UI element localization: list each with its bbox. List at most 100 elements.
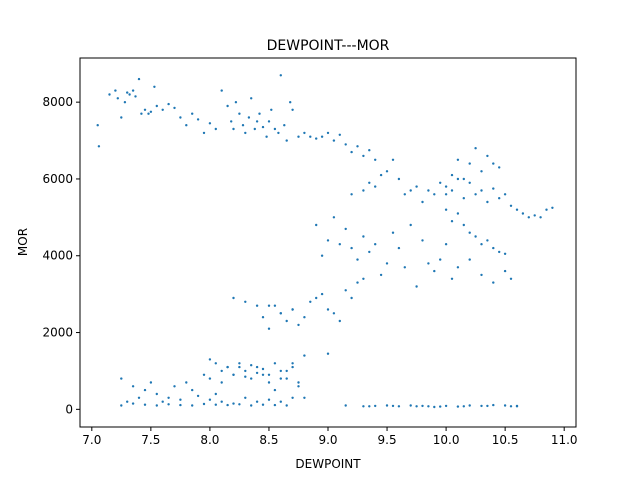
data-point [255, 365, 259, 369]
data-point [315, 223, 318, 227]
data-point [427, 189, 430, 192]
data-point [285, 319, 288, 323]
data-point [140, 112, 143, 115]
data-point [326, 131, 330, 135]
data-point [267, 327, 271, 330]
data-point [533, 214, 536, 217]
data-point [450, 277, 454, 280]
data-point [179, 403, 182, 407]
data-point [232, 373, 235, 376]
data-point [492, 281, 495, 284]
data-point [108, 93, 111, 96]
data-point [232, 296, 235, 300]
data-point [486, 154, 489, 158]
data-point [450, 220, 454, 223]
chart-title: DEWPOINT---MOR [267, 38, 390, 54]
data-point [356, 258, 359, 261]
data-point [250, 404, 253, 407]
data-point [155, 404, 158, 407]
data-point [208, 377, 212, 380]
data-point [309, 300, 312, 303]
data-point [468, 181, 471, 184]
data-point [332, 312, 336, 315]
data-point [285, 404, 288, 407]
data-point [456, 158, 460, 161]
data-point [344, 289, 347, 292]
data-point [232, 402, 235, 405]
data-point [385, 170, 389, 173]
data-point [356, 145, 359, 148]
data-point [297, 323, 300, 327]
data-point [126, 400, 129, 403]
data-point [273, 304, 277, 307]
data-point [374, 158, 377, 161]
data-point [238, 112, 241, 115]
data-point [279, 74, 282, 77]
x-tick-label: 9.5 [378, 433, 397, 447]
data-point [462, 223, 465, 227]
data-point [283, 124, 286, 127]
data-point [503, 269, 507, 273]
data-point [539, 216, 542, 219]
data-point [515, 404, 519, 408]
data-point [230, 120, 233, 123]
data-point [456, 266, 460, 269]
data-point [332, 216, 336, 219]
data-point [250, 364, 253, 367]
data-point [492, 162, 495, 165]
data-point [439, 181, 442, 184]
data-point [326, 308, 330, 311]
data-point [232, 127, 235, 131]
data-point [344, 227, 347, 231]
data-point [196, 118, 200, 121]
data-point [545, 208, 548, 211]
data-point [131, 89, 135, 92]
data-point [391, 158, 395, 161]
x-tick-label: 10.0 [433, 433, 460, 447]
data-points [96, 74, 554, 409]
data-point [270, 108, 273, 112]
data-point [326, 239, 330, 242]
data-point [291, 108, 294, 112]
data-point [350, 150, 353, 154]
x-tick-label: 11.0 [551, 433, 578, 447]
data-point [338, 133, 341, 136]
data-point [214, 362, 217, 365]
data-point [185, 124, 188, 127]
data-point [277, 131, 280, 135]
data-point [379, 273, 383, 277]
data-point [185, 381, 188, 384]
data-point [492, 187, 495, 190]
data-point [444, 404, 448, 408]
data-point [291, 365, 294, 369]
data-point [468, 258, 471, 261]
data-point [415, 405, 418, 408]
data-point [202, 373, 206, 376]
x-tick-label: 8.0 [200, 433, 219, 447]
data-point [267, 398, 271, 401]
data-point [326, 352, 330, 355]
data-point [153, 85, 156, 89]
data-point [214, 392, 217, 396]
data-point [167, 403, 170, 406]
data-point [474, 235, 477, 238]
data-point [403, 266, 406, 269]
data-point [498, 250, 501, 254]
data-point [143, 403, 147, 406]
x-tick-label: 10.5 [492, 433, 519, 447]
data-point [220, 369, 223, 373]
data-point [226, 403, 229, 407]
data-point [279, 369, 282, 373]
data-point [444, 193, 448, 196]
data-point [123, 101, 127, 104]
data-point [208, 358, 212, 361]
data-point [498, 197, 501, 200]
data-point [273, 362, 277, 365]
data-point [143, 388, 147, 392]
y-axis-ticks: 0 2000 4000 6000 8000 [42, 95, 80, 416]
data-point [362, 154, 365, 158]
data-point [149, 110, 153, 114]
data-point [128, 93, 131, 96]
data-point [261, 316, 265, 319]
